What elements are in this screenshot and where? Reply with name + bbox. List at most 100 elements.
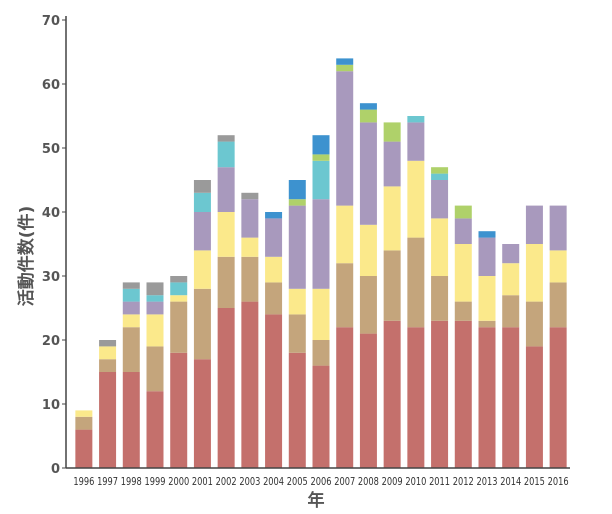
- bar-segment: [288, 180, 306, 200]
- bar-segment: [431, 167, 449, 174]
- bar-segment: [99, 372, 117, 468]
- bar-segment: [241, 237, 259, 257]
- bar-segment: [359, 109, 377, 123]
- bar-segment: [265, 212, 283, 219]
- bar-segment: [265, 256, 283, 283]
- bar-segment: [407, 122, 425, 161]
- y-tick-label: 20: [42, 334, 60, 349]
- bar-segment: [549, 327, 567, 468]
- bar-segment: [193, 359, 211, 468]
- bar-segment: [407, 116, 425, 123]
- bar-segment: [170, 282, 188, 296]
- bar-segment: [146, 301, 164, 315]
- bar-segment: [99, 340, 117, 347]
- y-tick-label: 0: [51, 462, 60, 477]
- bar-segment: [431, 320, 449, 468]
- bar-segment: [99, 346, 117, 360]
- bar-segment: [312, 288, 330, 340]
- y-axis-ticks: 0 10 20 30 40 50 60 70: [42, 14, 66, 477]
- bar-segment: [502, 327, 520, 468]
- bar-segment: [217, 212, 235, 257]
- x-tick-label: 2006: [311, 476, 332, 488]
- bar-segment: [502, 263, 520, 296]
- bar-segment: [407, 237, 425, 328]
- bar-segment: [431, 218, 449, 276]
- x-tick-label: 2015: [524, 476, 545, 488]
- bar-segment: [359, 224, 377, 276]
- bar-segment: [502, 295, 520, 328]
- x-tick-label: 2016: [548, 476, 569, 488]
- x-tick-label: 2013: [477, 476, 498, 488]
- bar-segment: [478, 237, 496, 276]
- bar-segment: [217, 308, 235, 468]
- bar-segment: [193, 212, 211, 251]
- bar-segment: [525, 244, 543, 302]
- bar-segment: [193, 192, 211, 212]
- x-tick-label: 2010: [405, 476, 426, 488]
- bar-segment: [359, 103, 377, 110]
- bar-segment: [122, 301, 140, 315]
- bar-segment: [170, 301, 188, 353]
- bar-segment: [217, 256, 235, 308]
- bar-segment: [193, 250, 211, 289]
- bar-segment: [241, 256, 259, 302]
- bar-segment: [193, 180, 211, 193]
- y-tick-label: 70: [42, 14, 60, 29]
- bar-segment: [241, 192, 259, 200]
- x-tick-label: 2000: [168, 476, 189, 488]
- x-tick-label: 2004: [263, 476, 284, 488]
- bar-segment: [525, 301, 543, 347]
- bar-segment: [193, 288, 211, 360]
- bar-segment: [146, 314, 164, 347]
- bar-segment: [288, 199, 306, 206]
- bar-segment: [383, 141, 401, 187]
- bar-segment: [549, 250, 567, 283]
- bar-segment: [217, 167, 235, 212]
- bar-segment: [407, 327, 425, 468]
- bar-segment: [146, 391, 164, 468]
- bar-segment: [336, 263, 354, 328]
- bar-segment: [288, 205, 306, 289]
- bar-segment: [407, 160, 425, 238]
- bar-segment: [99, 359, 117, 372]
- bars-group: [75, 58, 567, 468]
- bar-segment: [122, 314, 140, 328]
- bar-segment: [265, 282, 283, 315]
- x-tick-label: 2007: [334, 476, 355, 488]
- bar-segment: [478, 276, 496, 321]
- x-tick-label: 2014: [500, 476, 521, 488]
- bar-segment: [454, 244, 472, 302]
- bar-segment: [288, 314, 306, 353]
- bar-segment: [312, 365, 330, 468]
- y-tick-label: 10: [42, 398, 60, 413]
- bar-segment: [383, 250, 401, 321]
- bar-segment: [359, 122, 377, 225]
- bar-segment: [525, 205, 543, 244]
- bar-segment: [431, 180, 449, 219]
- bar-segment: [217, 135, 235, 142]
- bar-segment: [312, 154, 330, 161]
- x-tick-label: 2001: [192, 476, 213, 488]
- bar-segment: [336, 327, 354, 468]
- bar-segment: [454, 320, 472, 468]
- bar-segment: [431, 276, 449, 321]
- bar-segment: [288, 288, 306, 315]
- bar-segment: [122, 372, 140, 468]
- bar-segment: [288, 352, 306, 468]
- bar-segment: [241, 301, 259, 468]
- bar-segment: [122, 288, 140, 302]
- bar-segment: [336, 58, 354, 65]
- bar-segment: [478, 327, 496, 468]
- bar-segment: [478, 231, 496, 238]
- bar-segment: [359, 276, 377, 334]
- y-tick-label: 30: [42, 270, 60, 285]
- bar-segment: [383, 122, 401, 142]
- bar-segment: [359, 333, 377, 468]
- bar-segment: [454, 205, 472, 219]
- y-tick-label: 60: [42, 78, 60, 93]
- bar-segment: [146, 282, 164, 296]
- bar-segment: [265, 218, 283, 257]
- bar-segment: [241, 199, 259, 238]
- bar-segment: [75, 416, 93, 430]
